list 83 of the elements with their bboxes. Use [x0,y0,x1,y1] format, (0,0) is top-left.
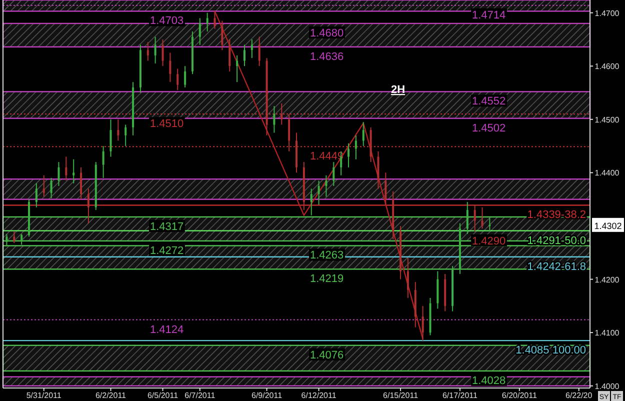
candlestick [6,233,8,247]
candlestick [466,201,468,234]
y-tick-label: 1.4000 [594,382,620,391]
annotation: 1.4636 [310,50,344,63]
candlestick [436,270,439,310]
candlestick [162,38,164,67]
candlestick [236,54,238,83]
candlestick [198,18,201,46]
candlestick [310,188,312,216]
candlestick [221,20,224,51]
candlestick [348,142,350,168]
annotation: 1.4502 [472,122,506,134]
y-tick-label: 1.4600 [594,62,620,72]
annotation: 1.4263 [310,250,344,262]
annotation: 1.4290 [472,235,506,248]
candlestick [422,305,424,342]
y-tick-label: 1.4500 [594,115,620,124]
x-tick-label: 6/9/2011 [252,391,283,400]
candlestick [35,182,38,208]
candlestick [228,38,231,72]
candlestick [176,68,179,91]
candlestick [214,10,216,30]
candlestick [87,188,90,224]
line-series [214,10,424,340]
candlestick [280,102,283,126]
candlestick [354,134,357,160]
candlestick [58,162,60,187]
annotation: 1.4714 [472,9,506,22]
annotation: 1.4552 [472,96,506,108]
candlestick [474,204,476,232]
x-tick-label: 6/12/2011 [301,391,337,400]
candlestick [102,146,104,179]
y-tick-label: 1.4700 [594,8,620,18]
x-tick-label: 6/2/2011 [95,391,127,400]
annotation: 1.4703 [150,15,184,28]
x-tick-label: 6/22/20 [566,391,593,400]
candlestick [124,124,127,147]
candlestick [288,114,290,152]
x-tick-label: 6/7/2011 [184,391,216,400]
candlestick [154,36,156,64]
annotation: 1.4680 [310,27,344,40]
x-tick-label: 5/31/2011 [26,391,62,400]
candlestick [169,52,172,83]
candlestick [50,178,52,199]
annotation: 1.4124 [150,324,184,336]
candlestick [318,180,320,206]
candlestick [184,66,186,88]
y-tick-label: 1.4200 [594,275,620,284]
candlestick [332,162,335,187]
annotation: 1.4272 [150,244,184,257]
candlestick [481,206,484,230]
candlestick [146,42,149,62]
annotation: 1.4510 [150,118,184,130]
candlestick [250,38,253,59]
candlestick [384,172,387,206]
ref-line-label: 1.4085 100.00 [516,344,586,357]
candlestick [377,150,380,190]
candlestick [406,257,409,298]
annotation: 1.4028 [472,374,506,387]
y-tick-label: 1.4400 [594,168,620,178]
candlestick [110,118,112,158]
candlestick [13,230,16,244]
candlestick [65,156,68,182]
candlestick [243,44,246,67]
candlestick [80,166,82,200]
candlestick [20,233,23,246]
candlestick [117,118,120,142]
x-tick-label: 6/20/2011 [502,391,538,400]
y-tick-label: 1.4100 [594,328,620,338]
annotation: 1.4219 [310,273,344,286]
annotation: 1.4317 [150,220,184,233]
x-tick-label: 6/5/2011 [147,391,179,400]
x-tick-label: 6/17/2011 [442,391,478,400]
candlestick [325,174,328,198]
candlestick [273,106,276,134]
candlestick [362,122,364,147]
candlestick [42,174,45,198]
candlestick [72,158,75,184]
candlestick [258,36,260,67]
annotation: 1.4302 [594,220,622,231]
candlestick [206,12,208,32]
x-tick-label: 6/15/2011 [383,391,419,400]
annotation: 1.4076 [310,349,344,362]
